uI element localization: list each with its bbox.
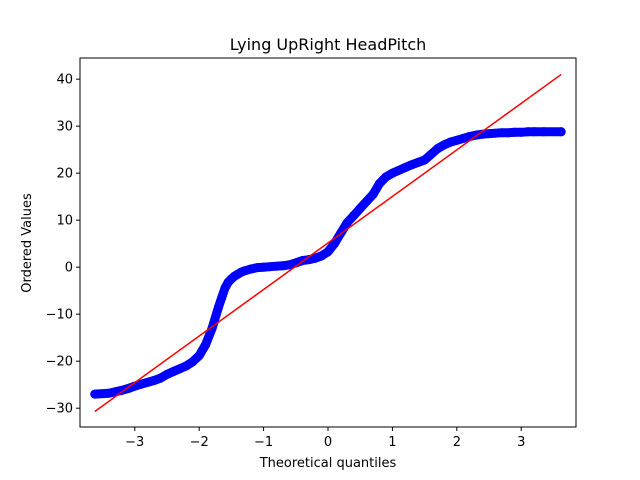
- x-tick-label: 2: [453, 435, 461, 450]
- data-point: [323, 247, 333, 257]
- y-tick-label: 40: [56, 73, 73, 88]
- data-point: [181, 361, 191, 371]
- x-tick-label: 3: [517, 435, 525, 450]
- x-tick-label: −3: [125, 435, 144, 450]
- data-point: [265, 262, 275, 272]
- data-point: [490, 128, 500, 138]
- data-point: [90, 389, 100, 399]
- data-point: [349, 210, 359, 220]
- data-point: [529, 127, 539, 137]
- x-axis-label: Theoretical quantiles: [259, 456, 397, 471]
- y-tick-label: −10: [46, 308, 73, 323]
- data-point: [539, 127, 549, 137]
- x-tick-label: 0: [324, 435, 332, 450]
- data-point: [523, 127, 533, 137]
- data-point: [362, 196, 372, 206]
- data-point: [317, 251, 327, 261]
- y-tick-label: −30: [46, 402, 73, 417]
- y-tick-label: 0: [65, 261, 73, 276]
- data-point: [201, 340, 211, 350]
- data-point: [484, 129, 494, 139]
- y-tick-label: 10: [56, 214, 73, 229]
- x-axis-ticks: −3 −2 −1 0 1 2 3: [125, 427, 525, 450]
- y-axis-label: Ordered Values: [20, 193, 35, 293]
- data-point: [188, 357, 198, 367]
- data-point: [329, 239, 339, 249]
- data-point: [217, 293, 227, 303]
- data-point: [342, 218, 352, 228]
- y-tick-label: −20: [46, 355, 73, 370]
- data-point: [194, 351, 204, 361]
- data-point: [556, 127, 566, 137]
- data-point: [375, 179, 385, 189]
- data-point: [478, 129, 488, 139]
- y-axis-ticks: −30 −20 −10 0 10 20 30 40: [46, 73, 80, 417]
- data-point: [497, 128, 507, 138]
- data-marks: [90, 73, 566, 413]
- data-point: [213, 302, 223, 312]
- data-point: [516, 127, 526, 137]
- data-point: [271, 261, 281, 271]
- y-tick-label: 30: [56, 120, 73, 135]
- x-tick-label: −2: [190, 435, 209, 450]
- x-tick-label: 1: [388, 435, 396, 450]
- data-point: [420, 155, 430, 165]
- data-point: [503, 128, 513, 138]
- data-point: [426, 149, 436, 159]
- data-point: [368, 189, 378, 199]
- chart-title: Lying UpRight HeadPitch: [230, 35, 427, 54]
- fit-line: [94, 73, 562, 413]
- data-point: [252, 263, 262, 273]
- y-tick-label: 20: [56, 167, 73, 182]
- data-point: [259, 262, 269, 272]
- x-tick-label: −1: [254, 435, 273, 450]
- data-point: [510, 127, 520, 137]
- data-point: [355, 203, 365, 213]
